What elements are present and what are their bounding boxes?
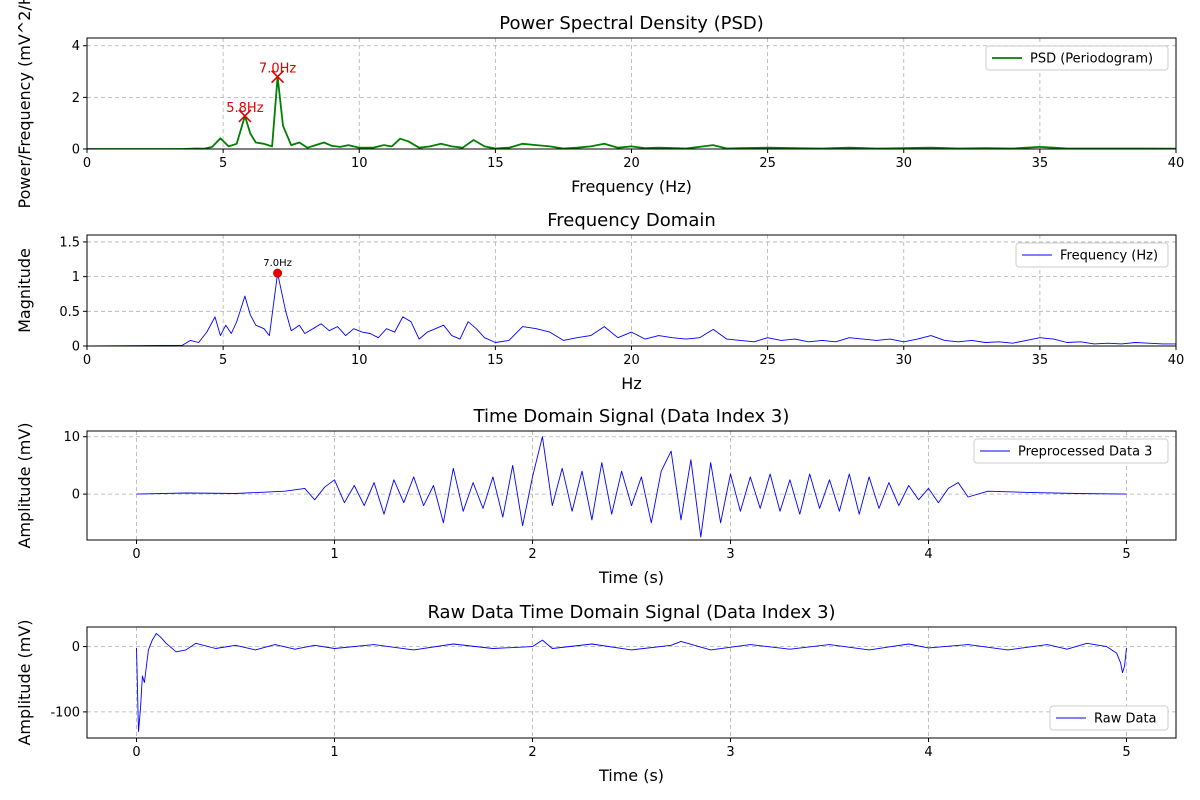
x-tick-label: 1: [330, 547, 338, 562]
x-tick-label: 10: [351, 156, 368, 171]
x-tick-label: 5: [1122, 745, 1130, 760]
y-tick-label: 0: [72, 488, 80, 503]
y-tick-label: 10: [63, 430, 80, 445]
x-tick-label: 30: [895, 353, 912, 368]
x-tick-label: 4: [924, 547, 932, 562]
y-axis-label: Amplitude (mV): [15, 422, 34, 548]
x-axis-label: Time (s): [598, 766, 664, 785]
legend-label: Frequency (Hz): [1060, 249, 1158, 264]
legend-box: [985, 45, 1169, 71]
x-tick-label: 4: [924, 745, 932, 760]
psd-panel: 0 5 10 15 20 25 30 35 40 0 2 4 5.8Hz 7.0Hz Power Spect…: [15, 0, 1184, 208]
chart-title: Frequency Domain: [547, 210, 716, 231]
peak-label: 7.0Hz: [263, 258, 292, 269]
axes-frame: [86, 430, 1177, 541]
peak-marker: [273, 268, 283, 278]
x-tick-label: 15: [487, 353, 504, 368]
x-tick-label: 25: [759, 353, 776, 368]
x-tick-label: 5: [1122, 547, 1130, 562]
series-line: [136, 436, 1127, 538]
x-tick-label: 3: [726, 745, 734, 760]
chart-title: Time Domain Signal (Data Index 3): [473, 406, 790, 427]
x-tick-label: 2: [528, 547, 536, 562]
legend-label: Preprocessed Data 3: [1018, 445, 1152, 460]
y-tick-label: 1.5: [59, 235, 80, 250]
x-tick-label: 1: [330, 745, 338, 760]
x-axis-label: Time (s): [598, 568, 664, 587]
legend-box: [1015, 242, 1169, 268]
chart-title: Power Spectral Density (PSD): [499, 13, 764, 34]
x-tick-label: 15: [487, 156, 504, 171]
y-tick-label: 1: [72, 270, 80, 285]
x-tick-label: 40: [1168, 353, 1185, 368]
x-tick-label: 0: [83, 353, 91, 368]
x-tick-label: 0: [83, 156, 91, 171]
x-tick-label: 2: [528, 745, 536, 760]
series-line: [87, 75, 1176, 149]
y-tick-label: 4: [72, 39, 80, 54]
time-domain-panel: 0 1 2 3 4 5 0 10 Time Domain Signal (Data Index …: [15, 406, 1177, 587]
x-tick-label: 25: [759, 156, 776, 171]
axes-frame: [86, 626, 1177, 739]
peak-marker: [271, 70, 285, 84]
frequency-domain-panel: 0 5 10 15 20 25 30 35 40 0 0.5 1 1.5 7.0Hz Frequency D…: [15, 210, 1184, 393]
y-tick-label: 0: [72, 143, 80, 158]
x-tick-label: 10: [351, 353, 368, 368]
x-tick-label: 5: [219, 156, 227, 171]
y-axis-label: Magnitude: [15, 248, 34, 333]
x-tick-label: 0: [132, 547, 140, 562]
y-tick-label: 0: [72, 640, 80, 655]
y-tick-label: 2: [72, 91, 80, 106]
x-tick-label: 5: [219, 353, 227, 368]
x-tick-label: 35: [1032, 156, 1049, 171]
x-tick-label: 35: [1032, 353, 1049, 368]
legend-label: PSD (Periodogram): [1030, 52, 1153, 67]
y-tick-label: 0: [72, 340, 80, 355]
legend-box: [1049, 705, 1169, 731]
peak-marker: [238, 109, 252, 123]
series-line: [136, 633, 1127, 732]
x-tick-label: 40: [1168, 156, 1185, 171]
x-axis-label: Hz: [621, 374, 641, 393]
y-tick-label: 0.5: [59, 305, 80, 320]
legend-box: [973, 438, 1169, 464]
y-axis-label: Power/Frequency (mV^2/Hz): [15, 0, 34, 208]
y-axis-label: Amplitude (mV): [15, 619, 34, 745]
legend-label: Raw Data: [1094, 712, 1157, 727]
y-tick-label: -100: [50, 705, 80, 720]
x-tick-label: 3: [726, 547, 734, 562]
peak-label: 7.0Hz: [259, 62, 296, 77]
peak-label: 5.8Hz: [226, 101, 263, 116]
x-tick-label: 20: [623, 156, 640, 171]
series-line: [87, 272, 1176, 346]
raw-data-panel: 0 1 2 3 4 5 -100 0 Raw Data Time Domain Signal (…: [15, 602, 1177, 785]
axes-frame: [86, 234, 1177, 347]
x-tick-label: 0: [132, 745, 140, 760]
x-tick-label: 20: [623, 353, 640, 368]
chart-title: Raw Data Time Domain Signal (Data Index …: [427, 602, 835, 623]
axes-frame: [86, 37, 1177, 150]
x-tick-label: 30: [895, 156, 912, 171]
x-axis-label: Frequency (Hz): [571, 177, 692, 196]
